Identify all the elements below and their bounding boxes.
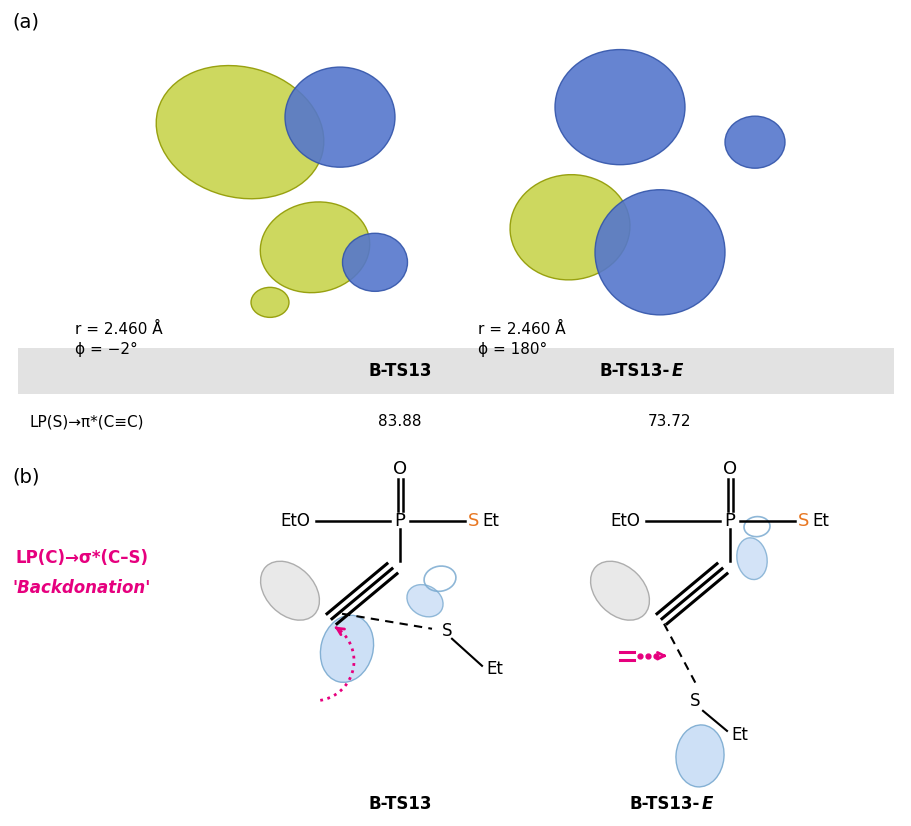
Ellipse shape — [555, 50, 684, 164]
Text: S: S — [442, 622, 452, 640]
Text: O: O — [722, 459, 736, 477]
Text: r = 2.460 Å: r = 2.460 Å — [477, 322, 565, 337]
Ellipse shape — [320, 615, 374, 682]
Text: EtO: EtO — [280, 511, 310, 529]
Ellipse shape — [156, 65, 323, 199]
Ellipse shape — [724, 116, 784, 169]
Ellipse shape — [284, 67, 394, 167]
Text: ϕ = −2°: ϕ = −2° — [75, 342, 138, 357]
Ellipse shape — [736, 538, 766, 580]
Ellipse shape — [590, 561, 649, 620]
Ellipse shape — [251, 287, 289, 317]
Text: LP(S)→π*(C≡C): LP(S)→π*(C≡C) — [30, 414, 144, 429]
Ellipse shape — [406, 585, 443, 617]
Text: O: O — [393, 459, 406, 477]
Text: S: S — [467, 511, 479, 529]
Text: 73.72: 73.72 — [648, 414, 691, 429]
Text: Et: Et — [486, 660, 502, 678]
FancyBboxPatch shape — [18, 349, 893, 395]
Text: Et: Et — [731, 726, 747, 744]
Text: EtO: EtO — [609, 511, 640, 529]
Text: E: E — [671, 363, 682, 381]
Ellipse shape — [509, 174, 630, 280]
Ellipse shape — [594, 190, 724, 315]
Text: LP(C)→σ*(C–S): LP(C)→σ*(C–S) — [15, 548, 148, 567]
Text: r = 2.460 Å: r = 2.460 Å — [75, 322, 162, 337]
Text: Et: Et — [811, 511, 828, 529]
Ellipse shape — [261, 561, 319, 620]
Ellipse shape — [260, 202, 369, 292]
Text: B-TS13-: B-TS13- — [629, 795, 700, 813]
Text: (b): (b) — [12, 468, 39, 487]
Text: Et: Et — [482, 511, 498, 529]
Text: (a): (a) — [12, 12, 39, 31]
Text: P: P — [394, 511, 405, 529]
Text: ϕ = 180°: ϕ = 180° — [477, 342, 547, 357]
Text: B-TS13: B-TS13 — [368, 363, 431, 381]
Text: P: P — [723, 511, 734, 529]
Text: B-TS13: B-TS13 — [368, 795, 431, 813]
Text: 'Backdonation': 'Backdonation' — [13, 579, 151, 596]
Text: S: S — [797, 511, 808, 529]
Text: S: S — [689, 692, 700, 710]
Text: B-TS13-: B-TS13- — [599, 363, 670, 381]
Ellipse shape — [343, 233, 407, 292]
FancyBboxPatch shape — [18, 395, 893, 449]
Ellipse shape — [675, 725, 723, 787]
Text: E: E — [701, 795, 712, 813]
Text: 83.88: 83.88 — [378, 414, 421, 429]
